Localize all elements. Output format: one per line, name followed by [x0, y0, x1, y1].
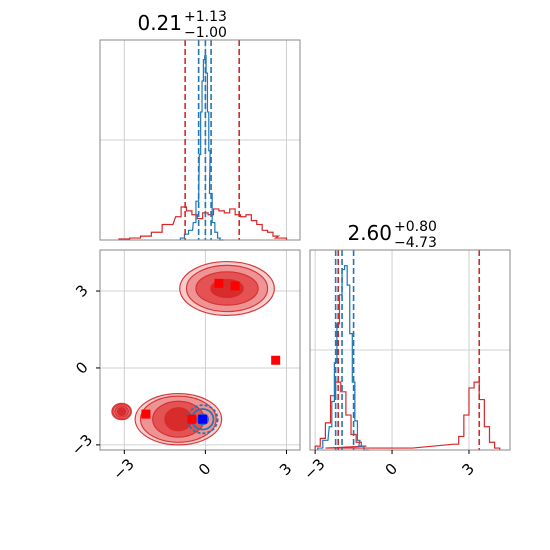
title-upper-error: +1.13 — [184, 9, 227, 25]
red-contour — [116, 407, 127, 416]
x-tick-label: 3 — [459, 460, 478, 479]
x-tick-label: −3 — [300, 455, 328, 483]
marginal-histogram-param-2 — [309, 249, 511, 451]
x-tick-label: 0 — [195, 460, 214, 479]
contour-layers — [111, 260, 281, 446]
red-marker — [214, 278, 224, 288]
y-tick-label: 3 — [72, 281, 91, 300]
red-marker — [141, 409, 151, 419]
title-value: 2.60 — [347, 221, 392, 245]
y-tick-label: 0 — [72, 358, 91, 377]
axes-frame — [99, 249, 301, 451]
red-marker — [271, 355, 281, 365]
panel-title-param-1: 0.21 +1.13−1.00 — [137, 9, 226, 41]
title-lower-error: −1.00 — [184, 25, 227, 41]
contour-panel — [99, 249, 301, 451]
blue-histogram-line — [179, 55, 224, 241]
panel-title-param-2: 2.60 +0.80−4.73 — [347, 219, 436, 251]
title-lower-error: −4.73 — [394, 235, 437, 251]
red-histogram-line — [314, 381, 501, 450]
red-marker — [230, 281, 240, 291]
x-tick-label: −3 — [109, 455, 137, 483]
x-tick-label: 3 — [276, 460, 295, 479]
red-marker — [187, 414, 197, 424]
title-upper-error: +0.80 — [394, 219, 437, 235]
x-tick-label: 0 — [382, 460, 401, 479]
axes-frame — [99, 39, 301, 241]
red-histogram-line — [118, 206, 288, 240]
title-value: 0.21 — [137, 11, 182, 35]
blue-contour — [196, 413, 210, 426]
axes-frame — [309, 249, 511, 451]
blue-marker — [198, 414, 208, 424]
blue-histogram-line — [317, 265, 369, 451]
marginal-histogram-param-1 — [99, 39, 301, 241]
y-tick-label: −3 — [68, 431, 96, 459]
